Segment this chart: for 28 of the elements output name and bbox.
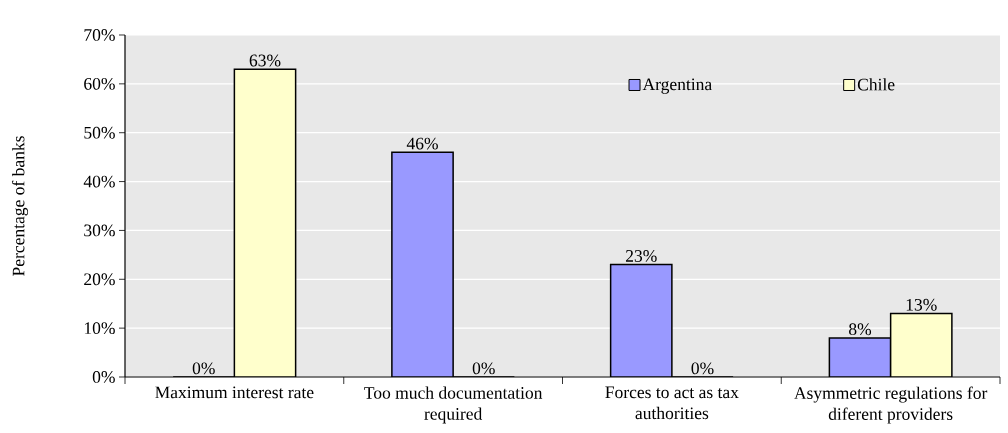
bar <box>233 68 297 377</box>
x-tick-label: Too much documentation required <box>364 386 543 424</box>
bar <box>828 337 892 377</box>
data-label: 13% <box>906 298 937 311</box>
bar <box>391 151 454 377</box>
y-tick-label: 0% <box>92 371 115 383</box>
legend-label: Argentina <box>642 78 712 94</box>
data-label: 23% <box>625 250 657 262</box>
bar <box>609 263 673 377</box>
x-tick-label: Maximum interest rate <box>155 386 314 399</box>
y-axis-title: Percentage of banks <box>11 136 29 276</box>
y-tick-label: 70% <box>84 29 115 41</box>
y-tick-label: 40% <box>83 175 115 188</box>
bar <box>889 312 953 377</box>
data-label: 63% <box>249 54 281 67</box>
data-label: 8% <box>849 323 872 336</box>
x-tick-label: Asymmetric regulations for diferent providers <box>794 386 988 424</box>
y-tick-label: 10% <box>84 322 115 335</box>
y-tick-label: 20% <box>84 273 115 286</box>
y-tick-label: 50% <box>84 126 115 139</box>
x-tick-label: Forces to act as tax authorities <box>605 386 739 420</box>
legend-label: Chile <box>857 78 895 91</box>
y-tick-label: 30% <box>84 224 115 237</box>
y-tick-label: 60% <box>84 77 115 90</box>
data-label: 0% <box>192 362 215 375</box>
data-label: 46% <box>406 137 438 150</box>
data-label: 0% <box>472 362 495 375</box>
data-label: 0% <box>691 362 714 375</box>
